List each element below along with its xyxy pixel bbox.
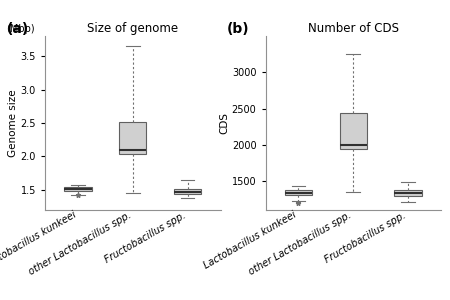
Text: Fructobacillus spp.: Fructobacillus spp. [324, 210, 408, 265]
PathPatch shape [340, 113, 367, 149]
Text: (b): (b) [227, 22, 249, 36]
Title: Number of CDS: Number of CDS [308, 22, 399, 35]
Text: (Mbp): (Mbp) [6, 24, 35, 34]
Text: (a): (a) [6, 22, 29, 36]
Text: Fructobacillus spp.: Fructobacillus spp. [103, 210, 188, 265]
Text: Lactobacillus kunkeei: Lactobacillus kunkeei [0, 210, 78, 271]
Title: Size of genome: Size of genome [87, 22, 178, 35]
Text: other Lactobacillus spp.: other Lactobacillus spp. [247, 210, 353, 277]
PathPatch shape [394, 190, 422, 196]
PathPatch shape [64, 187, 92, 190]
PathPatch shape [119, 122, 146, 154]
PathPatch shape [285, 190, 312, 195]
Text: Lactobacillus kunkeei: Lactobacillus kunkeei [202, 210, 298, 271]
Y-axis label: CDS: CDS [219, 112, 229, 134]
Text: other Lactobacillus spp.: other Lactobacillus spp. [27, 210, 133, 277]
Y-axis label: Genome size: Genome size [8, 89, 18, 157]
PathPatch shape [174, 189, 201, 194]
